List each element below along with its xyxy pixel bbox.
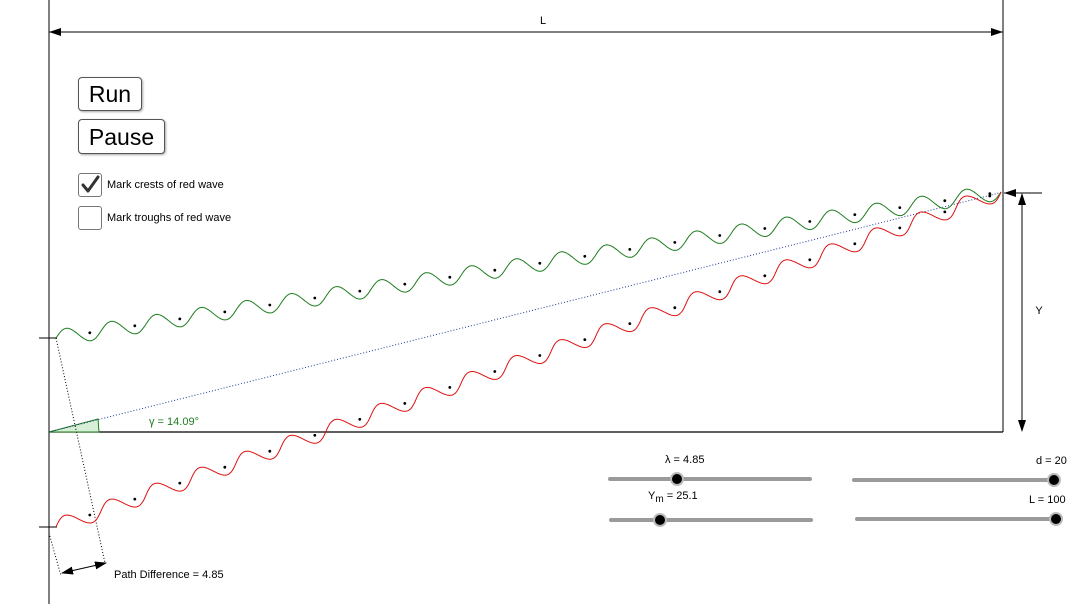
red-wave-marker [403, 402, 407, 405]
mark-crests-label: Mark crests of red wave [107, 179, 224, 191]
ym-label-main: Y [648, 490, 656, 502]
red-wave-marker [493, 370, 497, 373]
lambda-slider-label: λ = 4.85 [665, 454, 705, 466]
mark-crests-row[interactable]: Mark crests of red wave [78, 173, 224, 197]
red-wave-marker [988, 194, 992, 198]
mark-troughs-row[interactable]: Mark troughs of red wave [78, 206, 231, 230]
run-button[interactable]: Run [78, 77, 142, 111]
path-difference-arrow [61, 561, 107, 575]
green-wave-marker [133, 324, 137, 328]
ym-label-sub: m [655, 494, 664, 506]
mark-troughs-label: Mark troughs of red wave [107, 212, 232, 224]
green-wave-marker [88, 331, 92, 335]
red-wave-marker [178, 481, 182, 485]
L-slider-track [855, 517, 1056, 521]
green-wave-marker [853, 213, 857, 217]
green-wave-marker [898, 206, 902, 210]
red-wave-marker [223, 465, 227, 469]
angle-label: γ = 14.09° [149, 416, 199, 428]
L-slider-label: L = 100 [1029, 494, 1066, 506]
green-wave [55, 188, 1002, 342]
red-wave-marker [628, 322, 632, 325]
ym-slider-track [609, 518, 813, 522]
green-wave-crest-markers [88, 192, 992, 335]
red-wave-marker [943, 210, 947, 214]
perpendicular-dotted-line [55, 337, 106, 564]
d-slider-label: d = 20 [1036, 455, 1067, 467]
ym-slider-knob[interactable] [653, 513, 667, 527]
green-wave-marker [673, 241, 677, 244]
green-wave-marker [718, 234, 722, 237]
ym-slider[interactable] [609, 513, 813, 527]
green-wave-marker [763, 227, 767, 230]
green-wave-marker [808, 220, 812, 223]
green-wave-marker [313, 296, 317, 300]
ym-label-value: = 25.1 [663, 490, 698, 502]
green-wave-marker [493, 268, 497, 272]
lambda-slider-track [608, 477, 812, 481]
red-wave-marker [673, 306, 677, 310]
red-wave-marker [268, 449, 272, 453]
red-wave-marker [358, 417, 362, 421]
mark-crests-checkbox[interactable] [78, 173, 102, 197]
length-label: L [540, 15, 546, 27]
green-wave-marker [178, 317, 182, 321]
red-wave-marker [538, 354, 542, 357]
red-wave-marker [88, 513, 92, 517]
red-wave-marker [853, 242, 857, 246]
red-wave-marker [448, 386, 452, 389]
green-wave-marker [358, 289, 362, 293]
green-wave-marker [988, 192, 992, 196]
mark-troughs-checkbox[interactable] [78, 206, 102, 230]
L-slider-knob[interactable] [1049, 512, 1063, 526]
d-slider[interactable] [852, 473, 1061, 487]
reference-dotted-line [48, 191, 1004, 433]
pause-button[interactable]: Pause [78, 119, 165, 154]
red-wave-marker [313, 433, 317, 437]
green-wave-marker [943, 199, 947, 203]
height-label: Y [1035, 305, 1043, 317]
red-wave-marker [898, 226, 902, 230]
red-wave-crest-markers [88, 194, 992, 517]
perpendicular-dotted-line-2 [48, 532, 62, 577]
lambda-slider-knob[interactable] [670, 472, 685, 486]
red-wave [55, 191, 1002, 528]
green-wave-marker [403, 282, 407, 286]
d-slider-knob[interactable] [1047, 473, 1061, 487]
red-wave-marker [718, 290, 722, 294]
checkmark-icon [81, 175, 100, 193]
green-wave-marker [538, 261, 542, 265]
path-difference-label: Path Difference = 4.85 [114, 569, 224, 581]
red-wave-marker [133, 497, 137, 501]
ym-slider-label: Ym = 25.1 [648, 490, 698, 505]
d-slider-track [852, 478, 1054, 482]
red-wave-marker [583, 338, 587, 341]
red-wave-marker [808, 258, 812, 262]
lambda-slider[interactable] [608, 472, 812, 486]
green-wave-marker [628, 248, 632, 251]
green-wave-marker [223, 310, 227, 314]
red-wave-marker [763, 274, 767, 278]
L-slider[interactable] [855, 512, 1063, 526]
green-wave-marker [268, 303, 272, 307]
green-wave-marker [448, 275, 452, 279]
green-wave-marker [583, 254, 587, 258]
